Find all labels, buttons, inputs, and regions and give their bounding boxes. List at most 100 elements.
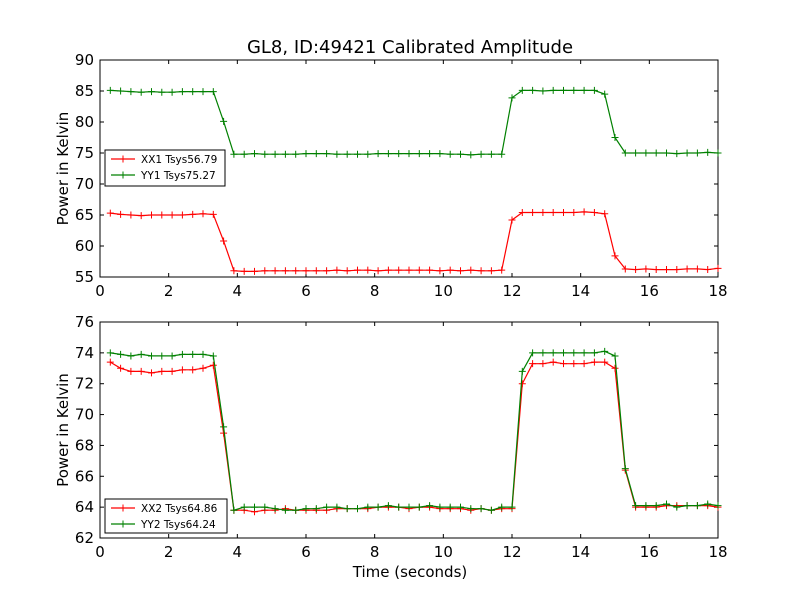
x-tick-label: 2 [164,543,174,561]
x-tick-label: 14 [571,543,590,561]
x-tick-label: 16 [640,543,659,561]
data-point-marker [292,506,300,514]
data-point-marker [683,502,691,510]
data-point-marker [209,88,217,96]
data-point-marker [178,88,186,96]
data-point-marker [405,150,413,158]
y-tick-label: 75 [75,144,94,162]
data-point-marker [663,500,670,508]
data-point-marker [117,87,125,95]
data-point-marker [148,352,155,360]
data-point-marker [467,266,475,274]
data-point-marker [117,210,125,218]
data-point-marker [127,211,135,219]
x-tick-label: 10 [434,543,453,561]
y-tick-label: 80 [75,113,94,131]
data-point-marker [580,208,588,216]
data-point-marker [446,266,454,274]
data-point-marker [539,349,547,357]
data-point-marker [323,503,331,511]
data-point-marker [529,360,537,368]
data-point-marker [230,506,238,514]
data-point-marker [148,88,155,96]
data-point-marker [240,267,248,275]
data-point-marker [178,350,186,358]
data-point-marker [220,423,228,431]
data-point-marker [374,503,382,511]
data-point-marker [106,349,114,357]
data-point-marker [580,349,588,357]
data-point-marker [189,210,197,218]
legend-marker [119,155,127,163]
x-tick-label: 4 [233,543,243,561]
data-point-marker [117,364,125,372]
y-tick-label: 60 [75,237,94,255]
x-tick-label: 6 [301,543,311,561]
data-point-marker [508,216,516,224]
data-point-marker [137,212,145,220]
data-point-marker [209,361,217,369]
y-tick-label: 70 [75,175,94,193]
data-point-marker [549,358,557,366]
y-tick-label: 55 [75,268,94,286]
data-point-marker [549,349,557,357]
data-point-marker [189,88,197,96]
data-point-marker [518,380,526,388]
data-point-marker [415,503,423,511]
data-point-marker [251,150,258,158]
data-point-marker [693,502,701,510]
data-point-marker [292,150,300,158]
data-point-marker [137,350,145,358]
data-point-marker [354,266,361,274]
data-point-marker [693,149,701,157]
legend: XX2 Tsys64.86 YY2 Tsys64.24 [104,498,228,534]
data-point-marker [364,150,372,158]
data-point-marker [446,150,454,158]
data-point-marker [374,150,382,158]
data-point-marker [384,150,392,158]
data-point-marker [704,500,712,508]
x-tick-label: 8 [370,282,380,300]
legend-box [104,149,226,187]
y-tick-label: 74 [75,344,94,362]
data-point-marker [673,150,681,158]
data-point-marker [704,148,712,156]
data-point-marker [601,358,609,366]
data-point-marker [106,209,114,217]
data-point-marker [395,503,403,511]
data-point-marker [436,150,444,158]
x-axis-label: Time (seconds) [352,563,468,581]
data-point-marker [467,151,475,159]
data-point-marker [158,367,166,375]
data-point-marker [621,265,629,273]
x-tick-label: 12 [502,543,521,561]
legend-marker [119,520,127,528]
data-point-marker [271,267,279,275]
data-point-marker [333,266,341,274]
series-line [109,361,719,513]
data-point-marker [714,149,722,157]
data-point-marker [415,150,423,158]
data-point-marker [312,267,320,275]
y-tick-label: 70 [75,406,94,424]
data-point-marker [189,366,197,374]
data-point-marker [611,364,619,372]
data-point-marker [178,366,186,374]
data-point-marker [364,503,372,511]
data-point-marker [158,352,166,360]
data-point-marker [693,265,701,273]
data-point-marker [560,360,567,368]
data-point-marker [364,266,372,274]
data-point-marker [405,503,413,511]
data-point-marker [127,367,135,375]
x-tick-label: 8 [370,543,380,561]
data-point-marker [446,503,454,511]
y-tick-label: 76 [75,313,94,331]
data-point-marker [590,349,598,357]
data-point-marker [199,88,207,96]
data-point-marker [518,86,526,94]
data-point-marker [663,266,670,274]
data-point-marker [220,117,228,125]
data-point-marker [106,86,114,94]
